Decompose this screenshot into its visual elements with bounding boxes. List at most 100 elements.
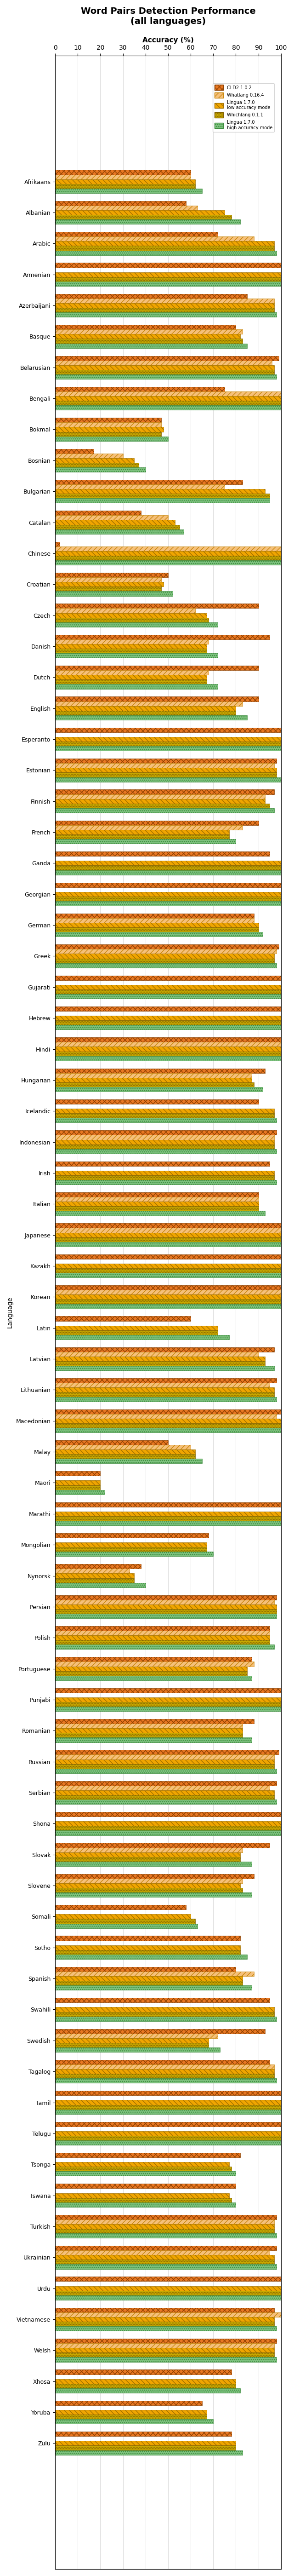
Bar	[55, 701, 243, 706]
Bar	[55, 2061, 270, 2063]
Bar	[55, 330, 243, 335]
Bar	[55, 1198, 258, 1200]
Bar	[55, 1298, 281, 1303]
Bar	[55, 1471, 100, 1476]
Bar	[55, 397, 281, 402]
Bar	[55, 2347, 274, 2352]
Bar	[55, 1641, 270, 1643]
Bar	[55, 2192, 229, 2197]
Bar	[55, 1077, 252, 1082]
Bar	[55, 1265, 281, 1267]
Bar	[55, 459, 134, 464]
Bar	[55, 355, 279, 361]
Bar	[55, 232, 218, 237]
Bar	[55, 829, 229, 835]
Bar	[55, 2012, 274, 2017]
Bar	[55, 484, 225, 489]
Bar	[55, 1852, 240, 1857]
Bar	[55, 1046, 281, 1051]
Bar	[55, 374, 277, 379]
Bar	[55, 1358, 265, 1360]
Bar	[55, 623, 218, 626]
Bar	[55, 2038, 209, 2043]
Bar	[55, 963, 277, 969]
Bar	[55, 860, 281, 866]
Bar	[55, 2233, 277, 2239]
Bar	[55, 902, 281, 907]
Bar	[55, 1056, 281, 1061]
Bar	[55, 994, 281, 999]
Bar	[55, 665, 258, 670]
Bar	[55, 1862, 252, 1865]
Bar	[55, 791, 274, 793]
Bar	[55, 541, 60, 546]
Bar	[55, 1613, 277, 1618]
Bar	[55, 2313, 281, 2316]
Bar	[55, 1728, 243, 1734]
Bar	[55, 1316, 191, 1321]
Bar	[55, 976, 281, 979]
Bar	[55, 1224, 281, 1229]
Bar	[55, 793, 265, 799]
Bar	[55, 2450, 243, 2455]
Bar	[55, 2388, 240, 2393]
Bar	[55, 528, 184, 533]
Bar	[55, 371, 274, 374]
Bar	[55, 2063, 274, 2069]
Bar	[55, 917, 254, 922]
Bar	[55, 1981, 243, 1986]
Bar	[55, 188, 202, 193]
Bar	[55, 1180, 277, 1185]
Bar	[55, 1211, 265, 1216]
Bar	[55, 1242, 281, 1247]
Bar	[55, 1383, 270, 1388]
Bar	[55, 556, 281, 562]
Bar	[55, 2043, 209, 2048]
Bar	[55, 294, 247, 299]
Bar	[55, 1296, 281, 1298]
Bar	[55, 1162, 270, 1167]
Bar	[55, 680, 206, 685]
Bar	[55, 835, 229, 840]
Bar	[55, 1739, 252, 1741]
Bar	[55, 1149, 277, 1154]
Bar	[55, 343, 247, 348]
Bar	[55, 1543, 206, 1548]
Bar	[55, 1074, 252, 1077]
Bar	[55, 170, 191, 175]
Bar	[55, 2130, 281, 2136]
Bar	[55, 2259, 274, 2264]
Bar	[55, 2202, 236, 2208]
Bar	[55, 183, 195, 188]
Bar	[55, 402, 281, 404]
Bar	[55, 773, 277, 778]
Bar	[55, 922, 258, 927]
Bar	[55, 1229, 281, 1231]
Bar	[55, 2032, 218, 2038]
Bar	[55, 1914, 191, 1919]
Bar	[55, 1790, 274, 1795]
Bar	[55, 1971, 254, 1976]
Bar	[55, 675, 206, 680]
Bar	[55, 884, 281, 886]
Bar	[55, 1667, 247, 1672]
Bar	[55, 2370, 231, 2375]
Bar	[55, 1643, 274, 1649]
Bar	[55, 706, 236, 711]
Bar	[55, 479, 243, 484]
Bar	[55, 428, 163, 433]
Bar	[55, 726, 281, 732]
Bar	[55, 1826, 281, 1832]
Bar	[55, 1605, 277, 1610]
Bar	[55, 1945, 240, 1950]
Bar	[55, 2326, 277, 2331]
Bar	[55, 1396, 277, 1401]
Bar	[55, 1113, 274, 1118]
Bar	[55, 201, 186, 206]
Bar	[55, 335, 240, 340]
Bar	[55, 1976, 243, 1981]
Bar	[55, 366, 274, 371]
Bar	[55, 1206, 258, 1211]
Bar	[55, 2414, 206, 2419]
Bar	[55, 1502, 281, 1507]
